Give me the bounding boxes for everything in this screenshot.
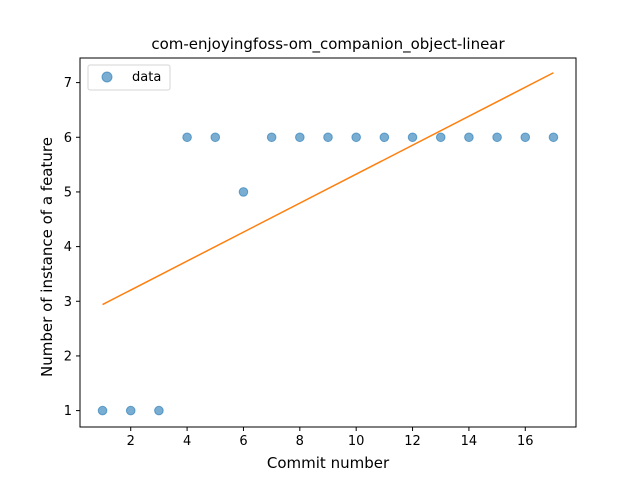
axes-frame: [79, 57, 577, 428]
data-point: [492, 132, 502, 143]
data-point: [548, 132, 559, 143]
data-point: [154, 405, 164, 416]
x-tick-label: 2: [127, 434, 135, 449]
data-point: [435, 132, 446, 143]
legend-box: [87, 64, 171, 91]
data-point: [464, 132, 474, 143]
x-axis-label: Commit number: [267, 454, 390, 472]
legend: data: [87, 64, 171, 91]
data-point: [125, 405, 136, 416]
data-point: [379, 132, 390, 143]
data-point: [351, 132, 361, 143]
x-tick-label: 14: [461, 434, 478, 449]
x-tick-label: 8: [296, 434, 304, 449]
chart-title: com-enjoyingfoss-om_companion_object-lin…: [151, 35, 505, 54]
x-tick-label: 10: [348, 434, 365, 449]
fit-line: [102, 72, 554, 306]
y-tick-label: 6: [64, 131, 72, 146]
data-point: [266, 132, 277, 143]
legend-marker-data: [101, 71, 113, 83]
data-point: [182, 132, 192, 143]
x-tick-label: 12: [404, 434, 421, 449]
legend-label-data: data: [132, 70, 161, 85]
data-point: [323, 132, 333, 143]
x-tick-label: 4: [183, 434, 191, 449]
y-tick-label: 4: [64, 240, 72, 255]
data-point: [238, 187, 249, 197]
y-tick-label: 5: [64, 185, 72, 200]
y-tick-label: 1: [64, 404, 72, 419]
y-tick-label: 2: [64, 349, 72, 364]
data-point: [295, 132, 305, 143]
data-point: [97, 405, 108, 416]
data-point: [210, 132, 221, 143]
data-point: [520, 132, 531, 143]
x-tick-label: 16: [517, 434, 534, 449]
x-tick-label: 6: [239, 434, 247, 449]
y-tick-label: 7: [64, 76, 72, 91]
y-axis-label: Number of instance of a feature: [38, 137, 56, 377]
y-tick-label: 3: [64, 295, 72, 310]
data-point: [407, 132, 418, 143]
